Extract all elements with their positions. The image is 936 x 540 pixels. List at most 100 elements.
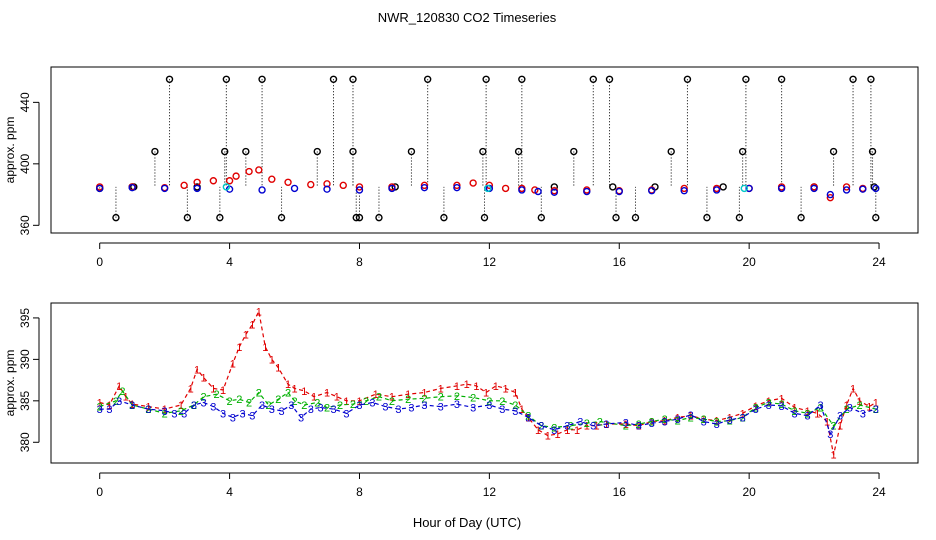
data-point-label: 3 — [688, 410, 694, 422]
data-point-label: 1 — [740, 408, 746, 420]
data-point-label: 3 — [873, 404, 879, 416]
data-point-label: 2 — [227, 396, 233, 408]
data-point-label: 3 — [249, 411, 255, 423]
data-point-label: 2 — [421, 393, 427, 405]
data-point-label: 1 — [162, 404, 168, 416]
data-point-label: 2 — [701, 414, 707, 426]
data-point-label: 3 — [805, 411, 811, 423]
data-point — [872, 184, 880, 193]
data-point-label: 1 — [483, 388, 489, 400]
data-point-label: 1 — [824, 417, 830, 429]
data-point-label: 3 — [577, 417, 583, 429]
data-point — [537, 213, 546, 222]
data-point-label: 2 — [649, 417, 655, 429]
data-point — [355, 213, 364, 222]
data-point — [284, 178, 292, 186]
data-point-label: 3 — [278, 406, 284, 418]
data-point-label: 2 — [740, 412, 746, 424]
data-point-label: 3 — [662, 417, 668, 429]
data-point-label: 1 — [873, 397, 879, 409]
data-point-label: 2 — [486, 396, 492, 408]
data-point-label: 2 — [145, 404, 151, 416]
data-point-label: 3 — [395, 404, 401, 416]
data-point — [96, 184, 104, 193]
data-point-label: 1 — [662, 416, 668, 428]
data-point — [740, 184, 748, 193]
data-point-label: 3 — [317, 402, 323, 414]
data-point-label: 1 — [512, 388, 518, 400]
data-point-label: 1 — [243, 330, 249, 342]
data-point — [534, 187, 542, 196]
data-point — [209, 177, 218, 185]
data-point-label: 3 — [860, 408, 866, 420]
data-point-label: 2 — [454, 391, 460, 403]
data-point-label: 1 — [249, 320, 255, 332]
data-point-label: 2 — [688, 412, 694, 424]
data-point — [420, 183, 429, 192]
data-point-label: 3 — [837, 411, 843, 423]
data-point — [589, 75, 597, 83]
data-point — [501, 184, 510, 193]
data-point — [277, 213, 286, 222]
data-point-label: 2 — [727, 416, 733, 428]
data-point-label: 1 — [792, 402, 798, 414]
data-point-label: 3 — [847, 402, 853, 414]
data-point-label: 1 — [236, 342, 242, 354]
data-point-label: 2 — [597, 417, 603, 429]
data-point — [420, 181, 429, 190]
x-tick-label: 24 — [872, 255, 886, 269]
data-point — [355, 183, 364, 191]
data-point-label: 3 — [727, 415, 733, 427]
data-point-label: 3 — [564, 421, 570, 433]
data-point-label: 3 — [766, 400, 772, 412]
data-point — [242, 147, 250, 156]
data-point-label: 1 — [688, 411, 694, 423]
data-point-label: 2 — [818, 402, 824, 414]
data-point-label: 2 — [551, 422, 557, 434]
data-point-label: 3 — [779, 401, 785, 413]
data-point-label: 3 — [382, 402, 388, 414]
data-point-label: 1 — [779, 393, 785, 405]
data-point-label: 1 — [503, 383, 509, 395]
data-point-label: 3 — [740, 412, 746, 424]
data-point-label: 1 — [269, 354, 275, 366]
data-point-label: 3 — [116, 396, 122, 408]
data-point-label: 2 — [350, 399, 356, 411]
data-point-label: 3 — [525, 412, 531, 424]
data-point — [484, 184, 492, 193]
data-point — [307, 180, 315, 189]
data-point-label: 1 — [123, 392, 129, 404]
data-point — [868, 147, 877, 156]
data-point-label: 2 — [470, 393, 476, 405]
data-point-label: 1 — [301, 386, 307, 398]
data-point-label: 1 — [649, 417, 655, 429]
data-point — [810, 184, 818, 193]
data-point-label: 2 — [178, 406, 184, 418]
data-point-label: 2 — [389, 396, 395, 408]
data-point-label: 2 — [636, 419, 642, 431]
data-point — [518, 186, 526, 194]
data-point-label: 1 — [116, 381, 122, 393]
data-point — [712, 186, 721, 194]
y-tick-label: 360 — [18, 215, 32, 235]
data-point-label: 3 — [792, 408, 798, 420]
data-point — [245, 167, 253, 176]
data-point — [339, 181, 347, 190]
y-tick-label: 400 — [18, 154, 32, 174]
data-point-label: 3 — [499, 404, 505, 416]
data-point-label: 1 — [850, 383, 856, 395]
data-point — [777, 184, 786, 193]
data-point-label: 3 — [551, 425, 557, 437]
data-point-label: 1 — [389, 392, 395, 404]
data-point-label: 3 — [171, 408, 177, 420]
data-point — [867, 75, 875, 83]
data-point-label: 2 — [499, 396, 505, 408]
data-point-label: 3 — [438, 402, 444, 414]
data-point-label: 1 — [421, 388, 427, 400]
data-point — [222, 75, 231, 83]
data-point-label: 2 — [873, 404, 879, 416]
data-point — [232, 172, 240, 180]
data-point — [469, 179, 477, 187]
x-tick-label: 12 — [483, 485, 497, 499]
data-point-label: 3 — [308, 404, 314, 416]
